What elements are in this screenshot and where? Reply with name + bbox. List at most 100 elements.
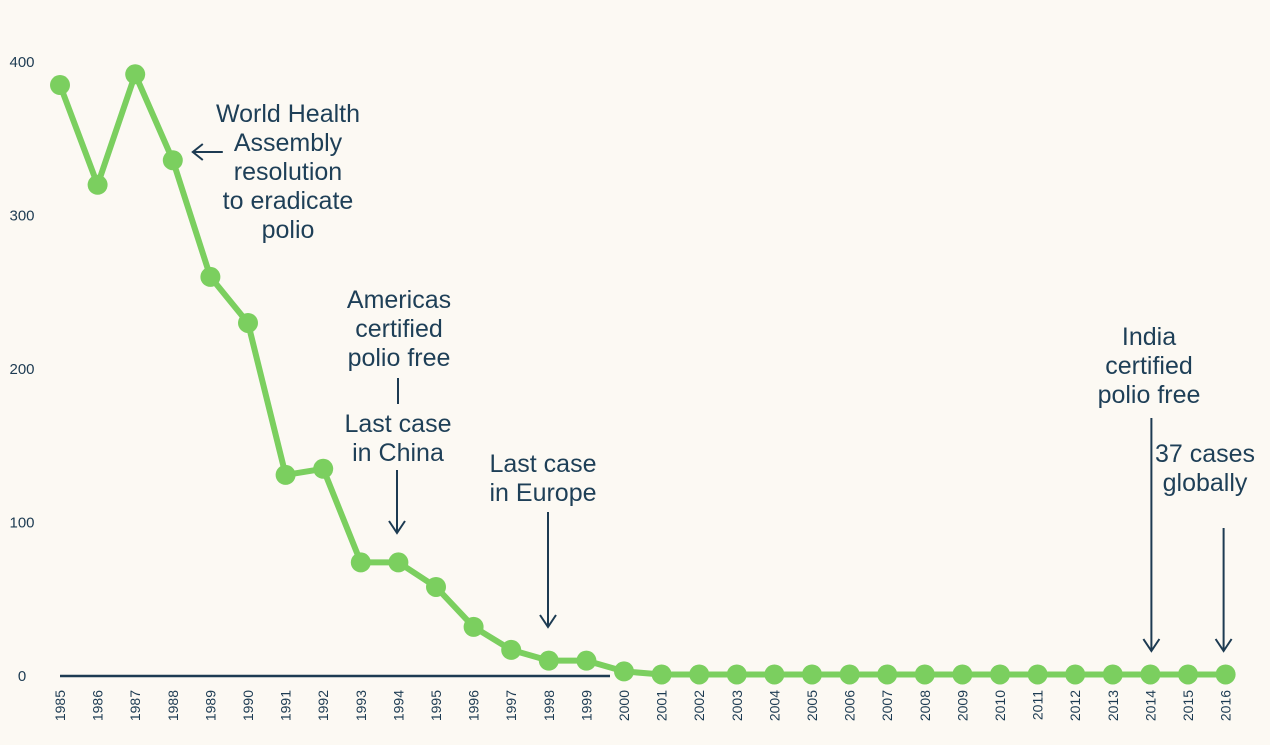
annotation-text: polio free (1098, 381, 1201, 409)
data-point-1985 (50, 75, 70, 96)
data-point-2012 (1065, 664, 1086, 685)
y-tick-label: 300 (9, 208, 34, 225)
x-tick-label: 2002 (691, 690, 707, 721)
data-point-2008 (914, 664, 935, 685)
data-point-1989 (200, 266, 221, 287)
x-tick-label: 1995 (428, 690, 444, 721)
annotation-text: certified (355, 315, 443, 343)
arrow-china-icon (388, 470, 406, 535)
annotation-text: Last case (344, 410, 451, 438)
x-tick-label: 1998 (541, 690, 557, 721)
y-tick-label: 200 (9, 361, 34, 378)
x-tick-label: 1999 (578, 690, 594, 721)
x-tick-label: 2015 (1180, 690, 1196, 721)
x-tick-label: 2003 (729, 690, 745, 721)
x-tick-label: 2010 (992, 690, 1008, 721)
x-tick-label: 1992 (315, 690, 331, 721)
data-point-1996 (463, 616, 484, 637)
annotation-text: globally (1163, 469, 1248, 497)
x-tick-label: 2000 (616, 690, 632, 721)
x-tick-label: 2016 (1218, 690, 1234, 721)
x-tick-label: 1986 (90, 690, 106, 721)
data-point-1995 (426, 576, 446, 597)
annotation-arrows (191, 143, 1233, 653)
x-tick-label: 1987 (127, 690, 143, 721)
data-point-2014 (1140, 664, 1161, 685)
data-point-1994 (388, 552, 409, 573)
arrow-2016-icon (1214, 528, 1233, 653)
x-tick-label: 1985 (52, 690, 68, 721)
x-tick-label: 2004 (766, 690, 782, 721)
data-point-1987 (125, 64, 146, 85)
x-tick-label: 1990 (240, 690, 256, 721)
data-point-1999 (576, 650, 597, 671)
arrow-europe-icon (539, 512, 557, 629)
y-tick-label: 400 (9, 54, 34, 71)
data-point-2016 (1215, 664, 1236, 685)
x-tick-labels: 1985 1986 1987 1988 1989 1990 1991 1992 1993 1994… (52, 690, 1234, 721)
x-tick-label: 2008 (917, 690, 933, 721)
annotation-text: resolution (234, 158, 342, 186)
data-point-2013 (1102, 664, 1123, 685)
x-tick-label: 2009 (954, 690, 970, 721)
x-tick-label: 2007 (879, 690, 895, 721)
annotation-text: Americas (347, 286, 451, 314)
y-tick-labels: 0 100 200 300 400 (9, 54, 34, 685)
x-tick-label: 2001 (654, 690, 670, 721)
data-point-2007 (877, 664, 898, 685)
arrow-india-icon (1142, 418, 1161, 653)
data-point-2009 (952, 664, 973, 685)
data-point-2005 (802, 664, 822, 685)
data-point-1986 (87, 174, 108, 195)
data-point-2006 (839, 664, 860, 685)
annotation-text: to eradicate (223, 187, 354, 215)
data-point-1988 (162, 150, 183, 171)
annotation-text: in Europe (489, 479, 596, 507)
x-tick-label: 2013 (1105, 690, 1121, 721)
x-tick-label: 1989 (202, 690, 218, 721)
x-tick-label: 2014 (1142, 690, 1158, 721)
x-tick-label: 1988 (165, 690, 181, 721)
annotation-text: India (1122, 323, 1176, 351)
data-point-2000 (614, 661, 634, 682)
annotation-text: polio (262, 216, 315, 244)
annotation-text: Last case (489, 450, 596, 478)
annotation-text: certified (1105, 352, 1193, 380)
data-point-2002 (689, 664, 710, 685)
data-point-1997 (501, 639, 522, 660)
data-point-1991 (275, 464, 296, 485)
x-tick-label: 2006 (842, 690, 858, 721)
x-tick-label: 1991 (278, 690, 294, 721)
x-tick-label: 1994 (390, 690, 406, 721)
x-tick-label: 2011 (1030, 690, 1046, 720)
data-point-1992 (313, 458, 334, 479)
y-tick-label: 0 (18, 668, 26, 685)
x-tick-label: 1993 (353, 690, 369, 721)
data-point-2001 (651, 664, 672, 685)
data-point-2003 (726, 664, 747, 685)
x-tick-label: 1997 (503, 690, 519, 721)
data-point-2010 (990, 664, 1010, 685)
data-point-1998 (538, 650, 559, 671)
annotation-text: in China (352, 439, 444, 467)
data-point-2004 (764, 664, 785, 685)
annotation-text: Assembly (234, 129, 343, 157)
x-tick-label: 2012 (1067, 690, 1083, 721)
data-point-2011 (1027, 664, 1048, 685)
y-tick-label: 100 (9, 515, 34, 532)
data-point-1993 (350, 552, 371, 573)
annotation-text: polio free (348, 344, 451, 372)
x-tick-label: 2005 (804, 690, 820, 721)
x-tick-label: 1996 (466, 690, 482, 721)
annotation-text: World Health (216, 100, 360, 128)
annotation-text: 37 cases (1155, 440, 1255, 468)
data-point-2015 (1178, 664, 1198, 685)
arrow-who-icon (191, 143, 223, 161)
